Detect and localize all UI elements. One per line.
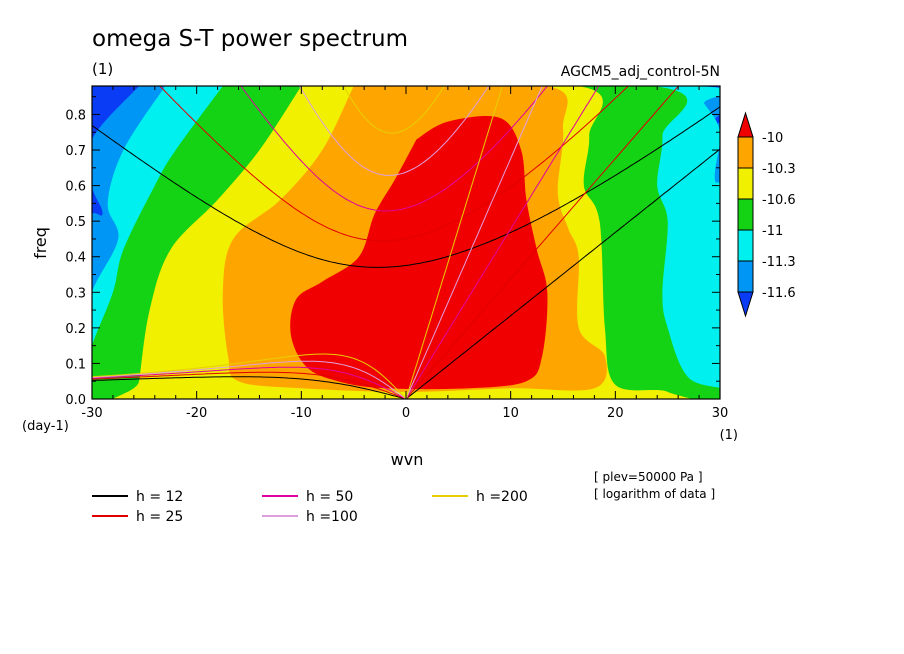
title-unit: (1) [92, 60, 113, 78]
colorbar-top-arrow [737, 111, 754, 138]
x-unit-label: (1) [720, 428, 738, 443]
legend-label-h25: h = 25 [136, 509, 183, 525]
colorbar-swatch [737, 167, 754, 200]
legend-label-h100: h =100 [306, 509, 358, 525]
ig-n1-curve-h12 [92, 106, 720, 268]
colorbar-label: -11.3 [762, 255, 796, 270]
annotation-log: [ logarithm of data ] [594, 487, 715, 501]
colorbar-swatch [737, 198, 754, 231]
ig-n1-curve-h50 [240, 86, 548, 212]
y-tick-label: 0.7 [65, 144, 86, 159]
y-axis-label: freq [31, 227, 50, 259]
x-axis-label: wvn [391, 450, 424, 469]
ig-n1-curve-h100 [298, 86, 490, 176]
power-band-7 [290, 116, 548, 390]
y-tick-label: 0.0 [65, 393, 86, 408]
kelvin-curve-h200 [405, 86, 503, 399]
x-tick-label: 20 [607, 406, 624, 421]
curve-legend: h = 12 h = 25 h = 50 h =100 h =200 [92, 489, 528, 525]
rossby-curve-h50 [92, 366, 407, 399]
kelvin-curve-h25 [405, 86, 680, 399]
y-tick-label: 0.4 [65, 251, 86, 266]
legend-label-h12: h = 12 [136, 489, 183, 505]
y-tick-label: 0.1 [65, 357, 86, 372]
ig-n1-curve-h25 [159, 86, 630, 242]
run-label: AGCM5_adj_control-5N [561, 64, 720, 80]
colorbar-bottom-arrow [737, 291, 754, 318]
power-bands [92, 86, 720, 399]
dispersion-curves [92, 86, 720, 399]
colorbar-label: -10 [762, 131, 783, 146]
colorbar-swatch [737, 229, 754, 262]
rossby-curve-h100 [92, 360, 407, 399]
colorbar-label: -10.6 [762, 193, 796, 208]
x-tick-label: -10 [291, 406, 312, 421]
rossby-curve-h200 [92, 353, 407, 399]
chart-title: omega S-T power spectrum [92, 26, 408, 52]
x-tick-label: -20 [186, 406, 207, 421]
annotation-plev: [ plev=50000 Pa ] [594, 470, 703, 484]
x-tick-label: 0 [402, 406, 410, 421]
colorbar-label: -11 [762, 224, 783, 239]
y-tick-label: 0.2 [65, 322, 86, 337]
colorbar-label: -10.3 [762, 162, 796, 177]
y-unit-label: (day-1) [22, 419, 69, 434]
y-tick-label: 0.6 [65, 180, 86, 195]
axis-ticks: -30 -20 -10 0 10 20 30 0.0 0.1 0.2 0.3 0.4 0.5 0.6 0.7… [65, 86, 728, 421]
kelvin-curve-h100 [405, 86, 543, 399]
y-tick-label: 0.8 [65, 108, 86, 123]
colorbar-swatch [737, 260, 754, 293]
legend-label-h50: h = 50 [306, 489, 353, 505]
kelvin-curve-h12 [405, 148, 720, 399]
legend-label-h200: h =200 [476, 489, 528, 505]
colorbar: -10 -10.3 -10.6 -11 -11.3 -11.6 [737, 111, 796, 318]
kelvin-curve-h50 [405, 86, 600, 399]
ig-n1-curve-h200 [343, 86, 445, 134]
y-tick-label: 0.3 [65, 286, 86, 301]
x-tick-label: 10 [502, 406, 519, 421]
y-tick-label: 0.5 [65, 215, 86, 230]
x-tick-label: 30 [712, 406, 729, 421]
colorbar-swatch [737, 136, 754, 169]
x-tick-label: -30 [81, 406, 102, 421]
rossby-curve-h25 [92, 371, 407, 399]
rossby-curve-h12 [92, 376, 407, 399]
colorbar-label: -11.6 [762, 286, 796, 301]
